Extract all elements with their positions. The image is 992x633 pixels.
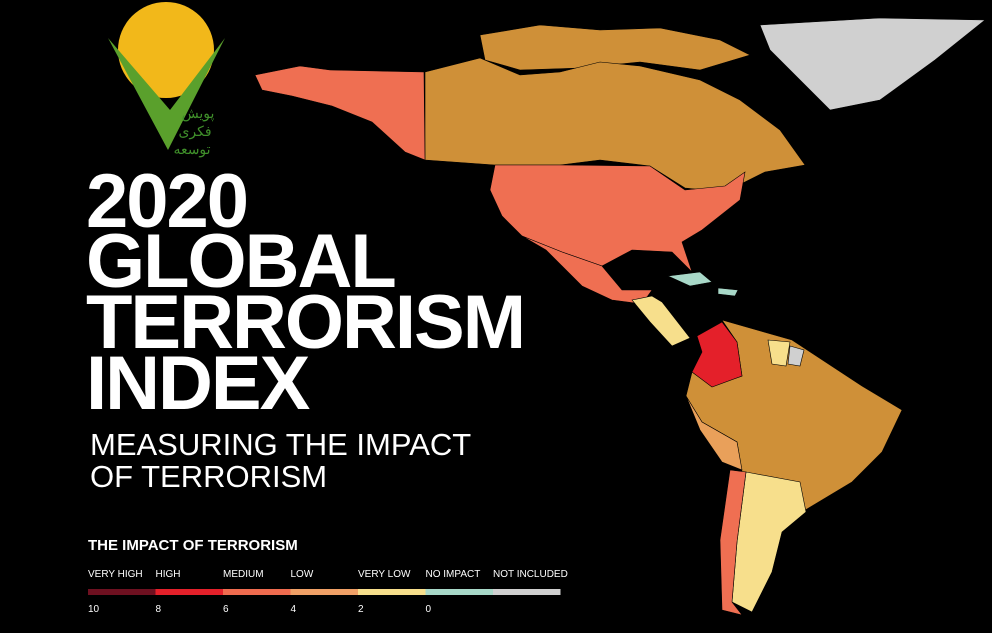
legend-swatch — [358, 589, 426, 595]
legend-title: THE IMPACT OF TERRORISM — [88, 537, 298, 554]
legend-label: NO IMPACT — [426, 569, 481, 580]
legend-swatch — [223, 589, 291, 595]
legend-swatch — [493, 589, 561, 595]
logo-text: توسعه — [173, 141, 210, 158]
legend-swatch — [88, 589, 156, 595]
logo-text: پویش — [182, 105, 215, 122]
legend-swatch — [425, 589, 493, 595]
map — [254, 17, 986, 616]
title-line: 2020 — [86, 159, 247, 244]
legend-swatch — [155, 589, 223, 595]
logo-text: فکری — [178, 123, 211, 140]
legend: VERY HIGH HIGH MEDIUM LOW VERY LOW NO IMPACT N… — [88, 569, 568, 615]
title-line: INDEX — [86, 341, 311, 426]
logo: پویش فکری توسعه — [108, 2, 225, 158]
title-line: TERRORISM — [86, 280, 524, 365]
legend-scale: 2 — [358, 604, 364, 615]
subtitle-line: OF TERRORISM — [90, 459, 327, 494]
legend-swatch — [290, 589, 358, 595]
title-line: GLOBAL — [86, 219, 395, 304]
legend-scale: 6 — [223, 604, 229, 615]
legend-label: LOW — [291, 569, 314, 580]
legend-scale: 10 — [88, 604, 100, 615]
legend-scale: 0 — [426, 604, 432, 615]
legend-label: VERY HIGH — [88, 569, 143, 580]
subtitle-line: MEASURING THE IMPACT — [90, 427, 471, 462]
legend-label: MEDIUM — [223, 569, 264, 580]
legend-label: NOT INCLUDED — [493, 569, 568, 580]
legend-label: VERY LOW — [358, 569, 411, 580]
logo-leaf — [108, 38, 225, 150]
legend-scale: 8 — [156, 604, 162, 615]
legend-scale: 4 — [291, 604, 297, 615]
logo-sun — [118, 2, 214, 98]
legend-label: HIGH — [156, 569, 181, 580]
